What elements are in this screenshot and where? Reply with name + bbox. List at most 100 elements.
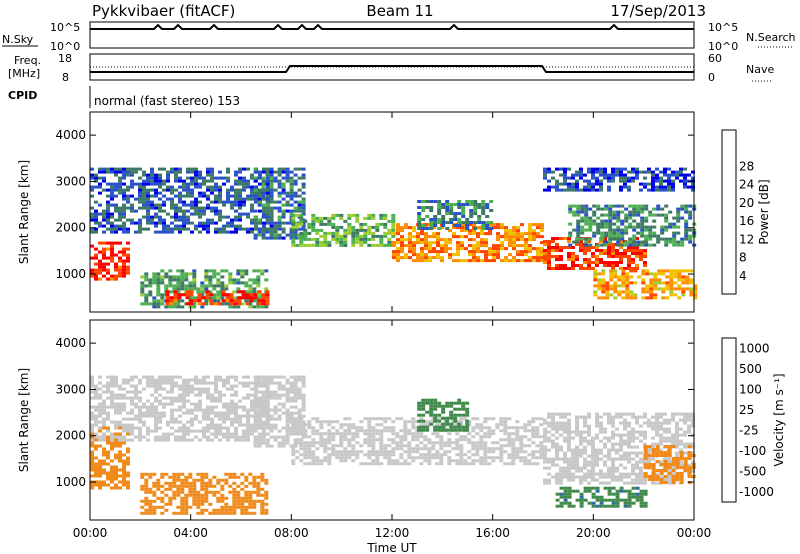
velocity-echo-cell	[299, 459, 304, 463]
velocity-echo-cell	[214, 396, 218, 400]
velocity-echo-cell	[174, 420, 178, 424]
velocity-echo-cell	[423, 420, 428, 424]
velocity-echo-cell	[627, 451, 631, 455]
velocity-echo-cell	[339, 432, 344, 436]
velocity-echo-cell	[417, 428, 422, 432]
power-echo-cell	[297, 176, 302, 180]
power-echo-cell	[580, 204, 585, 208]
power-echo-cell	[277, 221, 282, 225]
power-echo-cell	[229, 299, 234, 303]
power-echo-cell	[214, 212, 218, 216]
velocity-echo-cell	[102, 390, 106, 394]
velocity-echo-cell	[122, 468, 126, 472]
power-echo-cell	[555, 249, 559, 252]
velocity-echo-cell	[453, 419, 458, 423]
power-echo-cell	[673, 293, 678, 297]
power-echo-cell	[224, 302, 229, 306]
power-echo-cell	[603, 237, 607, 240]
velocity-echo-cell	[178, 399, 182, 403]
power-echo-cell	[371, 237, 376, 241]
power-echo-cell	[269, 170, 274, 174]
power-echo-cell	[417, 212, 422, 215]
power-echo-cell	[597, 278, 602, 282]
power-echo-cell	[520, 259, 524, 263]
power-echo-cell	[114, 188, 118, 192]
power-echo-cell	[584, 228, 589, 232]
velocity-echo-cell	[579, 436, 583, 440]
velocity-echo-cell	[144, 496, 149, 500]
velocity-echo-cell	[273, 375, 278, 379]
power-echo-cell	[220, 296, 225, 300]
power-echo-cell	[559, 173, 563, 177]
velocity-echo-cell	[144, 511, 149, 515]
velocity-echo-cell	[257, 375, 262, 379]
power-echo-cell	[660, 225, 665, 229]
velocity-echo-cell	[595, 451, 599, 455]
velocity-echo-cell	[439, 441, 444, 445]
power-echo-cell	[226, 200, 230, 204]
power-echo-cell	[584, 213, 589, 217]
velocity-echo-cell	[90, 441, 94, 445]
power-echo-cell	[481, 212, 486, 215]
velocity-echo-cell	[154, 405, 158, 409]
velocity-echo-cell	[591, 436, 595, 440]
velocity-echo-cell	[415, 444, 420, 448]
velocity-echo-cell	[184, 511, 189, 515]
power-echo-cell	[238, 218, 242, 222]
velocity-echo-cell	[403, 426, 408, 430]
velocity-echo-cell	[523, 456, 528, 460]
velocity-echo-cell	[182, 405, 186, 409]
power-echo-cell	[619, 267, 623, 270]
velocity-echo-cell	[102, 426, 106, 430]
power-echo-cell	[608, 237, 613, 241]
velocity-echo-cell	[222, 417, 226, 421]
power-echo-cell	[172, 278, 177, 282]
velocity-echo-cell	[202, 378, 206, 382]
power-echo-cell	[628, 216, 633, 220]
power-echo-cell	[162, 188, 166, 192]
velocity-echo-cell	[285, 432, 290, 436]
velocity-echo-cell	[232, 511, 237, 515]
velocity-echo-cell	[535, 432, 540, 436]
power-echo-cell	[102, 167, 106, 171]
velocity-echo-cell	[126, 426, 130, 430]
velocity-echo-cell	[463, 459, 468, 463]
velocity-echo-cell	[281, 438, 286, 442]
velocity-echo-cell	[253, 420, 258, 424]
velocity-echo-cell	[607, 448, 611, 452]
velocity-echo-cell	[383, 444, 388, 448]
velocity-echo-cell	[483, 432, 488, 436]
velocity-echo-cell	[98, 444, 102, 448]
power-echo-cell	[194, 227, 198, 231]
power-echo-cell	[269, 233, 274, 237]
power-echo-cell	[444, 241, 448, 245]
power-echo-cell	[675, 176, 679, 180]
velocity-echo-cell	[547, 460, 551, 464]
power-echo-cell	[118, 185, 122, 189]
velocity-echo-cell	[146, 381, 150, 385]
power-echo-cell	[668, 237, 673, 241]
power-echo-cell	[265, 203, 270, 207]
power-echo-cell	[260, 305, 265, 309]
velocity-echo-cell	[281, 393, 286, 397]
velocity-echo-cell	[122, 417, 126, 421]
velocity-echo-cell	[90, 483, 94, 487]
velocity-echo-cell	[311, 426, 316, 430]
velocity-echo-cell	[246, 426, 250, 430]
velocity-echo-cell	[583, 415, 587, 419]
velocity-echo-cell	[126, 438, 130, 442]
power-echo-cell	[681, 281, 686, 285]
power-echo-cell	[676, 225, 681, 229]
velocity-echo-cell	[98, 393, 102, 397]
velocity-echo-cell	[435, 441, 440, 445]
power-echo-cell	[464, 229, 468, 233]
power-echo-cell	[218, 209, 222, 213]
velocity-echo-cell	[122, 438, 126, 442]
power-echo-cell	[632, 228, 637, 232]
velocity-echo-cell	[433, 401, 438, 405]
power-echo-cell	[198, 224, 202, 228]
velocity-echo-cell	[403, 420, 408, 424]
power-echo-cell	[299, 240, 304, 244]
velocity-echo-cell	[453, 416, 458, 420]
